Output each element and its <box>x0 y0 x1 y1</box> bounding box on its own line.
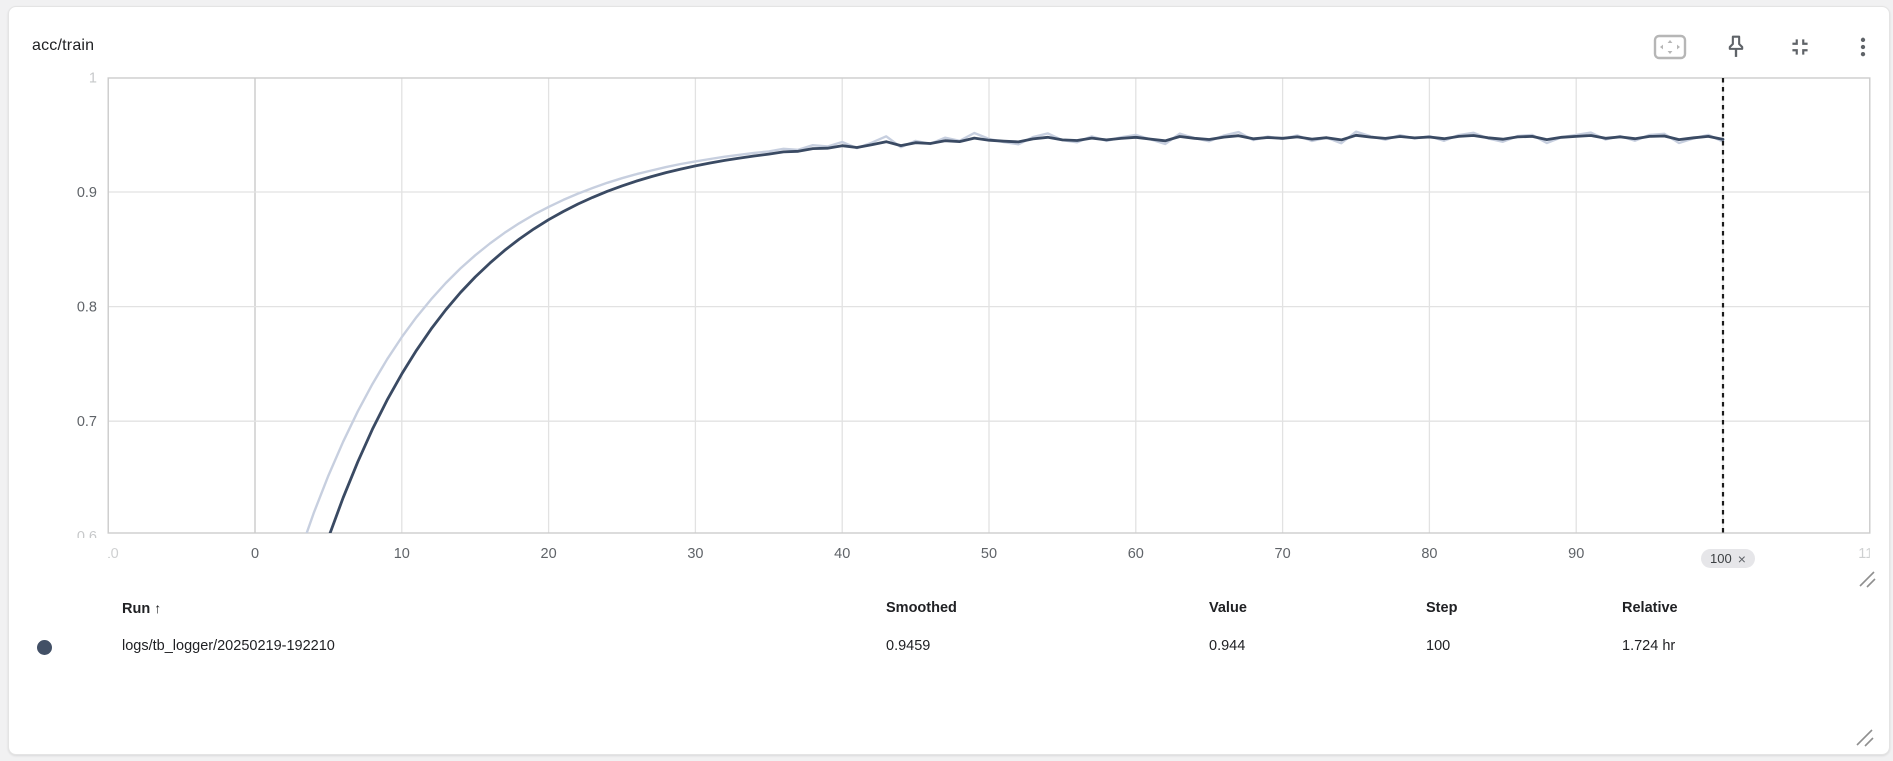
chart-resize-handle[interactable] <box>1858 570 1878 588</box>
pin-icon <box>1722 33 1750 64</box>
sort-ascending-icon: ↑ <box>154 600 162 616</box>
pin-card-button[interactable] <box>1720 32 1752 64</box>
table-header-smoothed[interactable]: Smoothed <box>886 600 957 616</box>
table-header-relative[interactable]: Relative <box>1622 600 1678 616</box>
table-header-run[interactable]: Run ↑ <box>122 600 162 617</box>
run-value: 0.944 <box>1209 638 1246 654</box>
chart-title: acc/train <box>32 37 95 54</box>
run-relative-time: 1.724 hr <box>1622 638 1676 654</box>
scalar-chart-card: acc/train <box>8 6 1890 755</box>
collapse-card-button[interactable] <box>1784 32 1816 64</box>
collapse-card-icon <box>1787 34 1813 63</box>
run-step: 100 <box>1426 638 1451 654</box>
fit-domain-icon <box>1653 33 1687 64</box>
pinned-step-pill[interactable]: 100 × <box>1701 549 1755 568</box>
run-color-dot[interactable] <box>37 640 52 655</box>
run-name: logs/tb_logger/20250219-192210 <box>122 638 335 654</box>
more-options-icon <box>1850 34 1876 63</box>
fit-domain-button[interactable] <box>1651 32 1689 64</box>
card-resize-handle[interactable] <box>1855 728 1875 747</box>
more-options-button[interactable] <box>1847 32 1879 64</box>
pill-close-icon[interactable]: × <box>1737 550 1746 567</box>
run-smoothed-value: 0.9459 <box>886 638 931 654</box>
table-header-value[interactable]: Value <box>1209 600 1247 616</box>
table-header-step[interactable]: Step <box>1426 600 1458 616</box>
pinned-step-label: 100 <box>1710 551 1732 566</box>
